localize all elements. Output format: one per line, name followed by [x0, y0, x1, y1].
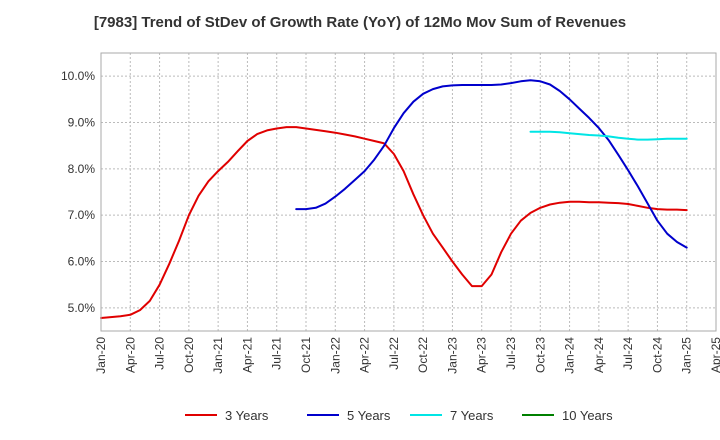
y-tick-label: 10.0% — [61, 69, 95, 83]
x-tick-label: Apr-21 — [240, 337, 254, 373]
legend-label: 3 Years — [225, 408, 269, 423]
chart-title: [7983] Trend of StDev of Growth Rate (Yo… — [93, 14, 627, 31]
series-lines — [100, 79, 688, 319]
legend-label: 7 Years — [450, 408, 494, 423]
x-tick-label: Jul-21 — [270, 337, 284, 370]
y-tick-label: 6.0% — [68, 255, 96, 269]
plot-frame — [100, 52, 717, 332]
x-tick-label: Jan-22 — [328, 337, 342, 374]
grid-lines — [100, 53, 717, 331]
legend-label: 5 Years — [347, 408, 391, 423]
x-tick-label: Jul-22 — [387, 337, 401, 370]
x-tick-label: Oct-23 — [533, 337, 547, 373]
legend: 3 Years 5 Years 7 Years 10 Years — [185, 408, 613, 423]
x-tick-label: Jan-24 — [563, 337, 577, 374]
x-tick-label: Apr-24 — [592, 337, 606, 373]
x-tick-label: Jul-24 — [621, 337, 635, 370]
x-tick-label: Oct-21 — [299, 337, 313, 373]
x-tick-label: Jul-23 — [504, 337, 518, 370]
y-tick-label: 5.0% — [68, 301, 96, 315]
x-tick-label: Jan-25 — [680, 337, 694, 374]
x-tick-label: Jan-21 — [211, 337, 225, 374]
x-tick-label: Jan-20 — [94, 337, 108, 374]
y-axis: 5.0% 6.0% 7.0% 8.0% 9.0% 10.0% — [61, 69, 95, 315]
x-tick-label: Apr-25 — [709, 337, 720, 373]
x-axis: Jan-20 Apr-20 Jul-20 Oct-20 Jan-21 Apr-21 Jul-… — [94, 337, 720, 374]
x-tick-label: Oct-20 — [182, 337, 196, 373]
x-tick-label: Jul-20 — [153, 337, 167, 370]
series-line-7-years — [529, 130, 688, 141]
x-tick-label: Oct-22 — [416, 337, 430, 373]
x-tick-label: Apr-22 — [358, 337, 372, 373]
x-tick-label: Jan-23 — [445, 337, 459, 374]
x-tick-label: Apr-20 — [123, 337, 137, 373]
y-tick-label: 8.0% — [68, 162, 96, 176]
x-tick-label: Oct-24 — [650, 337, 664, 373]
x-tick-label: Apr-23 — [475, 337, 489, 373]
series-line-3-years — [100, 126, 688, 319]
y-tick-label: 9.0% — [68, 116, 96, 130]
series-line-5-years — [295, 79, 688, 249]
legend-label: 10 Years — [562, 408, 613, 423]
y-tick-label: 7.0% — [68, 208, 96, 222]
